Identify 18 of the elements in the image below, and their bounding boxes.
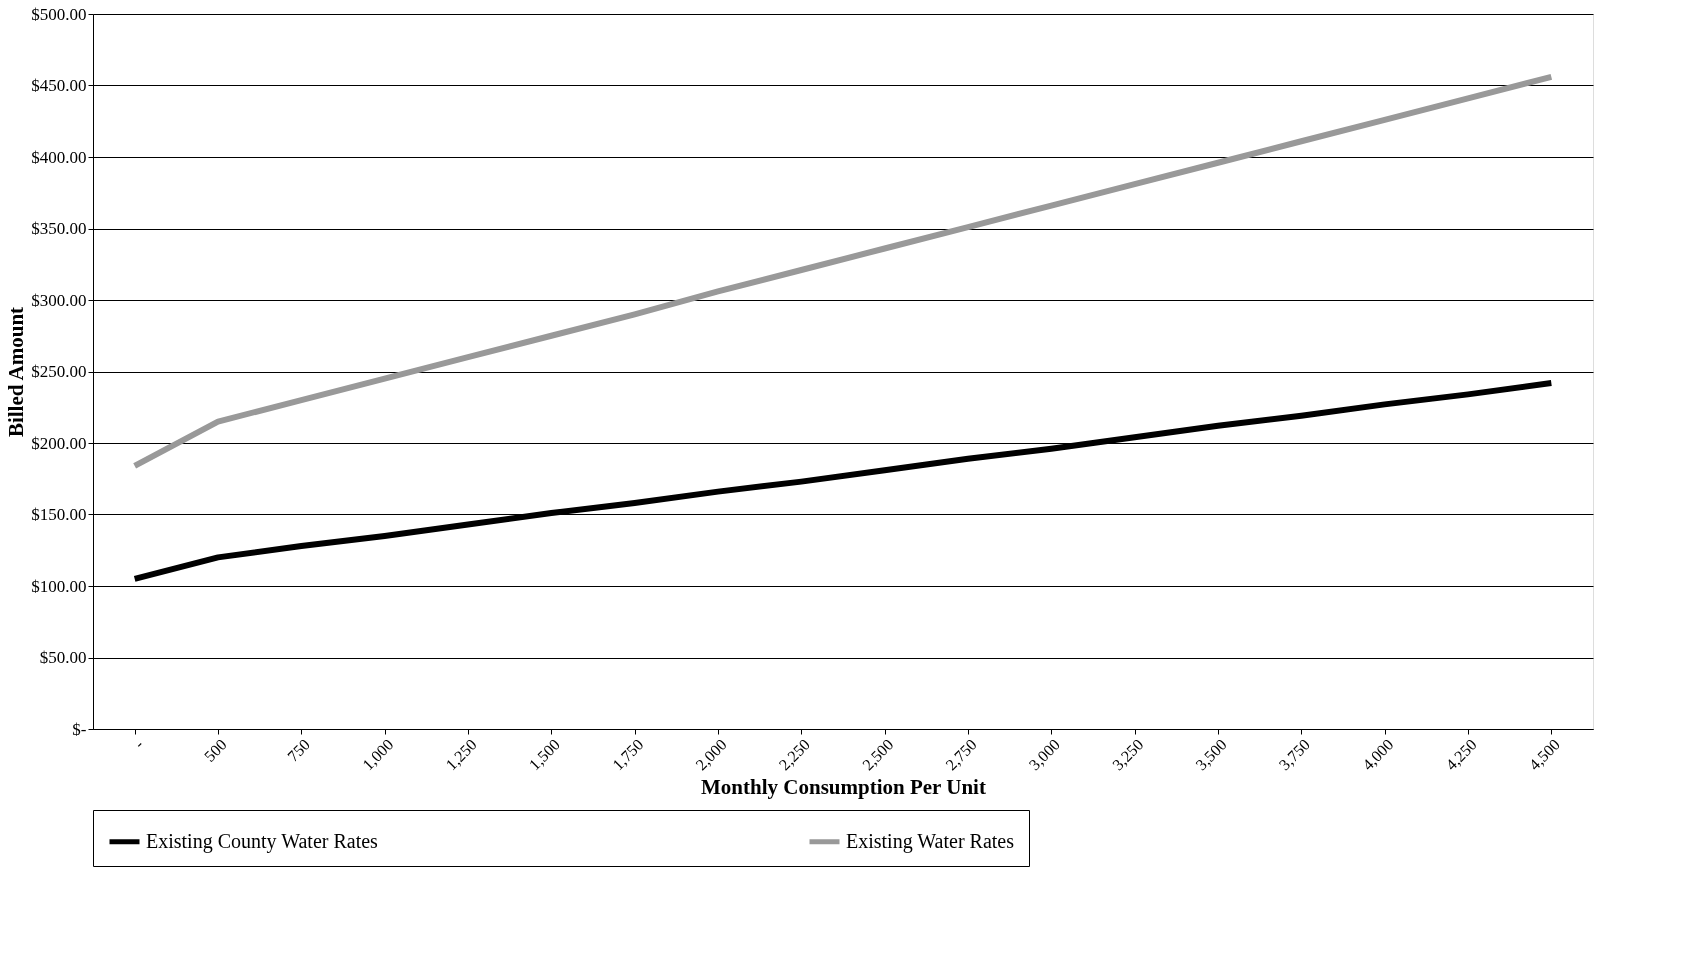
y-tick-label: $500.00 [31, 4, 87, 24]
y-tick-label: $50.00 [39, 648, 87, 667]
y-axis-title: Billed Amount [4, 306, 29, 438]
x-tick-label: 500 [200, 735, 230, 765]
y-tick-label: $450.00 [31, 76, 87, 95]
y-tick-label: $- [72, 719, 87, 739]
legend-label: Existing County Water Rates [146, 829, 379, 853]
x-tick-label: 750 [284, 735, 314, 765]
x-tick-label: - [130, 735, 147, 752]
y-tick-label: $350.00 [31, 219, 87, 238]
x-axis-title: Monthly Consumption Per Unit [701, 775, 986, 800]
y-tick-label: $150.00 [31, 505, 87, 524]
y-tick-label: $100.00 [31, 576, 87, 596]
y-tick-label: $400.00 [31, 147, 87, 167]
y-tick-label: $250.00 [31, 362, 87, 381]
legend-label: Existing Water Rates [846, 829, 1015, 853]
y-tick-label: $300.00 [31, 290, 87, 310]
y-tick-label: $200.00 [31, 433, 87, 453]
